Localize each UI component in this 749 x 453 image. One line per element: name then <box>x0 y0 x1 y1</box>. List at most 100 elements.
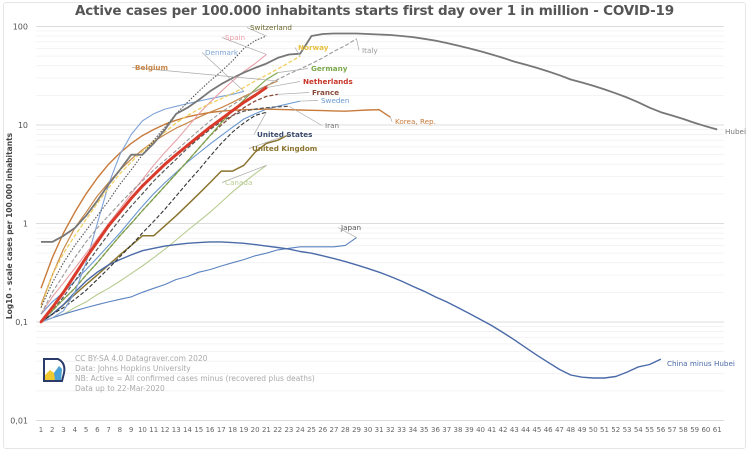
series-line-united-kingdom <box>40 133 290 323</box>
x-tick-label: 19 <box>239 426 248 434</box>
data-point <box>62 290 65 294</box>
source-note: Data: Johns Hopkins University <box>75 364 191 373</box>
series-lines <box>39 32 718 379</box>
source-note: NB: Active = All confirmed cases minus (… <box>75 374 315 383</box>
x-tick-label: 40 <box>476 426 485 434</box>
x-tick-label: 23 <box>284 426 293 434</box>
x-tick-label: 14 <box>183 426 192 434</box>
x-tick-label: 36 <box>431 426 440 434</box>
x-tick-label: 28 <box>341 426 350 434</box>
x-tick-label: 39 <box>465 426 474 434</box>
data-point <box>174 153 178 157</box>
x-tick-label: 43 <box>510 426 519 434</box>
series-label: Japan <box>340 223 361 232</box>
label-leader-line <box>221 164 267 183</box>
x-tick-label: 11 <box>149 426 158 434</box>
x-tick-label: 38 <box>454 426 463 434</box>
x-tick-label: 24 <box>296 426 305 434</box>
x-tick-label: 4 <box>73 426 78 434</box>
series-line-switzerland <box>40 35 267 308</box>
label-leader-line <box>253 111 267 135</box>
x-tick-label: 41 <box>487 426 496 434</box>
x-tick-label: 56 <box>656 426 665 434</box>
x-tick-label: 55 <box>645 426 654 434</box>
source-note: CC BY-SA 4.0 Datagraver.com 2020 <box>75 354 208 363</box>
x-tick-label: 3 <box>61 426 65 434</box>
data-point <box>186 144 189 147</box>
y-tick-label: 1 <box>23 220 28 229</box>
y-tick-label: 10 <box>18 121 28 130</box>
series-label: Denmark <box>205 48 239 57</box>
series-label: Iran <box>325 121 339 130</box>
x-tick-label: 50 <box>589 426 598 434</box>
data-point <box>242 100 246 104</box>
x-tick-label: 46 <box>544 426 553 434</box>
series-line-spain <box>40 54 267 315</box>
source-note: Data up to 22-Mar-2020 <box>75 384 165 393</box>
data-point <box>107 224 111 228</box>
data-point <box>231 109 234 113</box>
series-line-netherlands <box>39 86 268 323</box>
x-axis-ticks: 1 2 3 4 5 6 7 8 9 10 11 12 13 14 15 16 17 18 19 20 21 22 23 24 2… <box>39 426 722 434</box>
x-tick-label: 20 <box>251 426 260 434</box>
x-tick-label: 35 <box>420 426 429 434</box>
series-label: Italy <box>362 46 378 55</box>
data-point <box>141 184 144 188</box>
x-tick-label: 7 <box>106 426 110 434</box>
series-line-hubei <box>41 32 718 243</box>
x-tick-label: 22 <box>273 426 282 434</box>
x-tick-label: 48 <box>566 426 575 434</box>
series-label: France <box>312 88 339 97</box>
series-label: Belgium <box>135 63 168 72</box>
x-tick-label: 21 <box>262 426 271 434</box>
data-point <box>95 240 99 244</box>
data-point <box>84 256 88 260</box>
series-labels: Switzerland Spain Denmark Norway Italy Belgiu… <box>131 23 746 368</box>
x-tick-label: 9 <box>129 426 133 434</box>
series-line-italy <box>40 38 357 315</box>
series-line-china-minus-hubei <box>40 241 662 379</box>
x-tick-label: 33 <box>397 426 406 434</box>
x-tick-label: 30 <box>363 426 372 434</box>
series-label: Switzerland <box>250 23 292 32</box>
x-tick-label: 49 <box>577 426 586 434</box>
x-tick-label: 18 <box>228 426 237 434</box>
x-tick-label: 16 <box>206 426 215 434</box>
label-leader-line <box>131 67 278 82</box>
x-tick-label: 37 <box>442 426 451 434</box>
x-tick-label: 26 <box>318 426 327 434</box>
x-tick-label: 29 <box>352 426 361 434</box>
data-point <box>50 306 54 310</box>
x-tick-label: 31 <box>375 426 384 434</box>
series-label: Korea, Rep. <box>395 117 436 126</box>
x-tick-label: 61 <box>713 426 722 434</box>
x-tick-label: 13 <box>172 426 181 434</box>
data-point <box>118 210 122 214</box>
x-tick-label: 8 <box>118 426 122 434</box>
series-line-denmark <box>40 90 245 323</box>
series-line-belgium <box>40 80 278 305</box>
x-tick-label: 51 <box>600 426 609 434</box>
label-leader-line <box>277 68 309 73</box>
x-tick-label: 45 <box>532 426 541 434</box>
series-line-norway <box>40 55 301 308</box>
label-leader-line <box>277 92 310 95</box>
series-line-united-states <box>40 111 267 323</box>
series-label: Norway <box>298 43 329 52</box>
label-leader-line <box>294 47 301 57</box>
data-point <box>152 173 156 177</box>
x-tick-label: 27 <box>330 426 339 434</box>
label-leader-line <box>356 38 360 51</box>
data-point <box>208 125 212 129</box>
chart-frame <box>3 2 746 449</box>
x-tick-label: 53 <box>623 426 632 434</box>
x-tick-label: 52 <box>611 426 620 434</box>
label-leader-line <box>248 134 290 149</box>
x-tick-label: 10 <box>138 426 147 434</box>
series-line-iran <box>40 105 289 323</box>
series-line-japan <box>40 237 357 323</box>
x-tick-label: 57 <box>668 426 677 434</box>
label-leader-line <box>266 81 301 88</box>
